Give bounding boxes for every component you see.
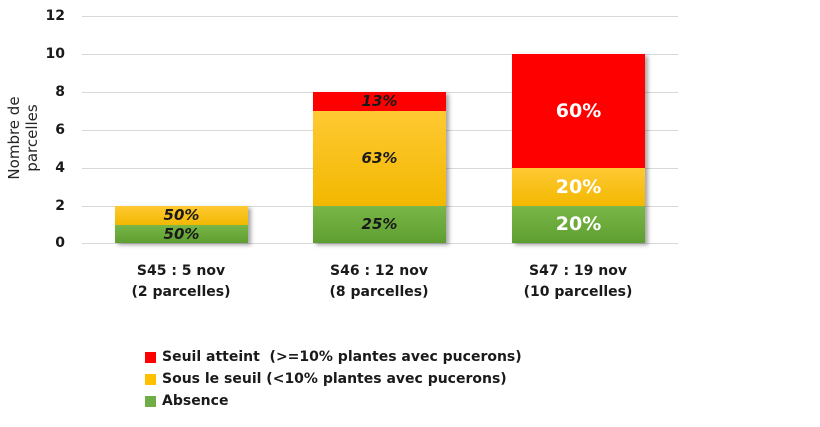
legend-swatch-yellow-icon	[145, 373, 156, 385]
legend-swatch-red-icon	[145, 351, 156, 363]
y-tick: 4	[55, 160, 65, 176]
segment-seuil-atteint: 60%	[512, 54, 645, 168]
segment-label: 25%	[361, 215, 398, 233]
x-tick-line2: (8 parcelles)	[329, 284, 429, 300]
legend-item-sous-le-seuil: Sous le seuil (<10% plantes avec puceron…	[145, 368, 522, 390]
segment-label: 60%	[555, 99, 602, 122]
segment-sous-le-seuil: 63%	[313, 111, 446, 206]
x-tick-line1: S46 : 12 nov	[330, 263, 428, 279]
segment-absence: 25%	[313, 206, 446, 243]
legend-item-seuil-atteint: Seuil atteint (>=10% plantes avec pucero…	[145, 346, 522, 368]
legend-label: Sous le seuil (<10% plantes avec puceron…	[162, 371, 507, 387]
legend-swatch-green-icon	[145, 395, 156, 407]
segment-label: 20%	[555, 213, 602, 235]
segment-absence: 50%	[115, 225, 248, 243]
segment-label: 20%	[555, 175, 602, 198]
y-tick: 8	[55, 84, 65, 100]
bar-s47: 60% 20% 20%	[512, 54, 645, 243]
segment-label: 13%	[361, 92, 398, 110]
segment-seuil-atteint: 13%	[313, 92, 446, 111]
x-tick-s46: S46 : 12 nov (8 parcelles)	[289, 261, 469, 303]
y-tick: 10	[45, 46, 65, 62]
bar-s46: 13% 63% 25%	[313, 92, 446, 243]
x-tick-line1: S45 : 5 nov	[136, 263, 226, 279]
x-axis-baseline	[82, 243, 678, 244]
y-tick: 6	[55, 122, 65, 138]
segment-absence: 20%	[512, 206, 645, 243]
segment-label: 50%	[163, 206, 200, 224]
y-tick: 2	[55, 198, 65, 214]
x-tick-line1: S47 : 19 nov	[529, 263, 627, 279]
x-tick-line2: (10 parcelles)	[523, 284, 633, 300]
legend-label: Seuil atteint (>=10% plantes avec pucero…	[162, 349, 522, 365]
gridline	[82, 16, 678, 17]
segment-label: 63%	[361, 149, 398, 167]
segment-sous-le-seuil: 50%	[115, 206, 248, 225]
y-tick: 12	[45, 8, 65, 24]
legend-item-absence: Absence	[145, 390, 522, 412]
x-tick-s47: S47 : 19 nov (10 parcelles)	[488, 261, 668, 303]
gridline	[82, 54, 678, 55]
x-tick-line2: (2 parcelles)	[131, 284, 231, 300]
segment-sous-le-seuil: 20%	[512, 168, 645, 206]
segment-label: 50%	[163, 224, 200, 243]
y-tick: 0	[55, 235, 65, 251]
bar-s45: 50% 50%	[115, 206, 248, 243]
legend-label: Absence	[162, 393, 229, 409]
legend: Seuil atteint (>=10% plantes avec pucero…	[145, 346, 522, 412]
x-tick-s45: S45 : 5 nov (2 parcelles)	[91, 261, 271, 303]
